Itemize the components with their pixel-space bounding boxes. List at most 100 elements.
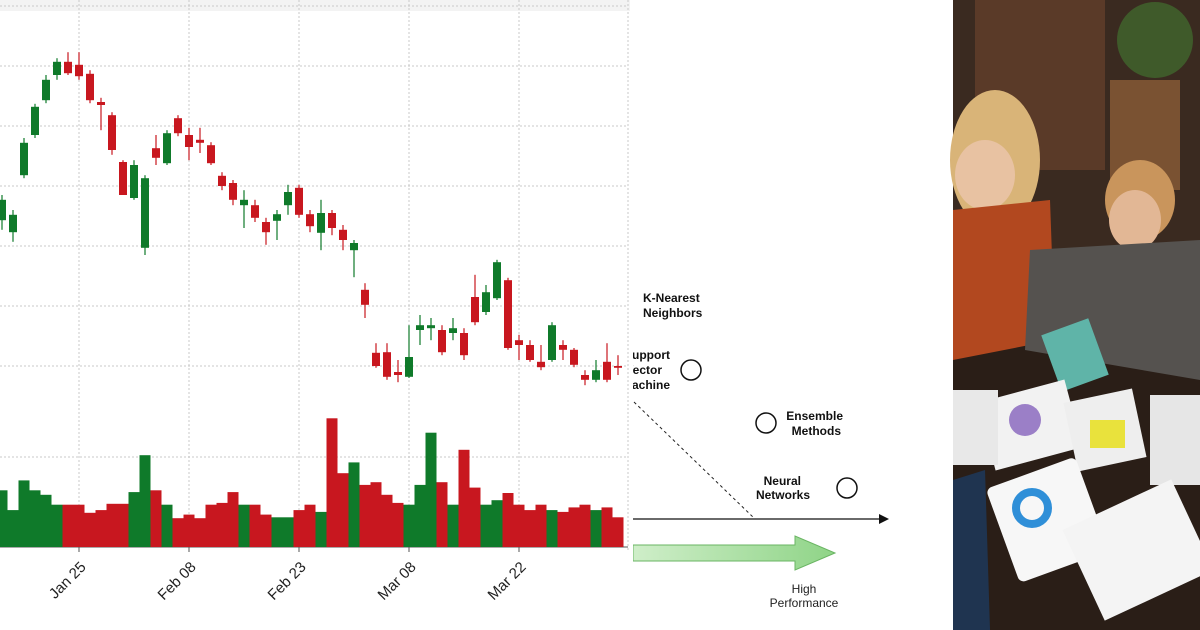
candle-body [262, 222, 270, 233]
person-face [955, 140, 1015, 210]
candle-body [614, 366, 622, 368]
volume-bar [150, 490, 162, 547]
x-tick-label: Feb 23 [265, 559, 310, 604]
volume-bar [304, 504, 316, 547]
x-tick-label: Feb 08 [155, 559, 200, 604]
volume-bar [601, 507, 613, 547]
arrow-head [879, 514, 889, 524]
candle-body [207, 145, 215, 164]
volume-bar [524, 510, 536, 547]
volume-bar [502, 493, 514, 547]
volume-bar [260, 514, 272, 547]
volume-bar [414, 484, 426, 547]
volume-bar [535, 504, 547, 547]
volume-bar [139, 455, 151, 547]
dashed-curve [633, 401, 756, 520]
top-strip [0, 0, 630, 11]
notebook [1041, 318, 1109, 392]
candle-body [229, 183, 237, 200]
candle-body [460, 333, 468, 356]
candle-body [570, 349, 578, 365]
volume-bar [469, 487, 481, 547]
volume-bar [546, 510, 558, 547]
volume-bar [62, 504, 74, 547]
volume-bar [513, 504, 525, 547]
axis-label: Performance [770, 596, 839, 610]
volume-bar [348, 462, 360, 547]
candle-body [548, 325, 556, 360]
volume-bar [0, 490, 8, 547]
volume-bar [238, 504, 250, 547]
keyboard [1150, 395, 1200, 485]
candle-body [119, 162, 127, 195]
volume-bar [458, 449, 470, 547]
volume-bar [172, 518, 184, 547]
volume-bar [29, 490, 41, 547]
arm [953, 470, 990, 630]
candle-body [383, 352, 391, 377]
photo [950, 0, 1200, 630]
x-tick-label: Jan 25 [46, 559, 90, 603]
volume-bar [106, 503, 118, 547]
volume-bar [183, 514, 195, 547]
volume-bar [337, 473, 349, 547]
axis-label: High [792, 582, 817, 596]
label-line: Neural [764, 474, 801, 488]
candle-body [174, 118, 182, 134]
volume-bar [381, 494, 393, 547]
candle-body [75, 64, 83, 77]
paper-chart [1009, 404, 1041, 436]
volume-bar [161, 504, 173, 547]
volume-bar [315, 511, 327, 547]
label-line: Ensemble [786, 409, 843, 423]
candle-body [9, 214, 17, 233]
volume-bar [227, 492, 239, 547]
candle-body [515, 340, 523, 345]
candle-body [97, 102, 105, 105]
candle-body [405, 357, 413, 377]
candle-body [108, 115, 116, 150]
candle-body [350, 243, 358, 251]
volume-bar [568, 507, 580, 547]
paper [953, 390, 998, 465]
sticky-note [1090, 420, 1125, 448]
candle-body [86, 73, 94, 101]
candle-body [504, 280, 512, 348]
volume-bar [491, 500, 503, 547]
volume-bar [40, 494, 52, 547]
candle-body [339, 229, 347, 240]
label-line: Neighbors [643, 306, 703, 320]
node [680, 359, 702, 381]
volume-bar [359, 484, 371, 547]
candle-body [240, 199, 248, 206]
volume-bar [403, 504, 415, 547]
candle-body [592, 370, 600, 380]
volume-bar [95, 510, 107, 547]
volume-bar [128, 492, 140, 547]
candle-body [130, 165, 138, 198]
candle-body [295, 187, 303, 215]
candle-body [361, 289, 369, 305]
candle-body [163, 133, 171, 164]
candlestick-chart: Jan 25 Feb 08 Feb 23 Mar 08 Mar 22 [0, 0, 630, 604]
volume-bar [18, 480, 30, 547]
volume-bar [249, 504, 261, 547]
volume-bar [480, 504, 492, 547]
label-line: K-Nearest [643, 291, 700, 305]
volume-bar [216, 502, 228, 547]
candle-body [537, 361, 545, 368]
volume-bar [612, 517, 624, 547]
paper [1062, 479, 1200, 621]
candle-body [449, 328, 457, 333]
volume-bar [392, 502, 404, 547]
candle-body [141, 178, 149, 248]
candle-body [53, 61, 61, 75]
candle-body [372, 352, 380, 366]
candle-body [559, 345, 567, 350]
performance-arrow [633, 535, 837, 571]
candle-body [526, 345, 534, 360]
candle-body [471, 297, 479, 323]
candle-body [42, 79, 50, 101]
volume-bar [293, 510, 305, 547]
